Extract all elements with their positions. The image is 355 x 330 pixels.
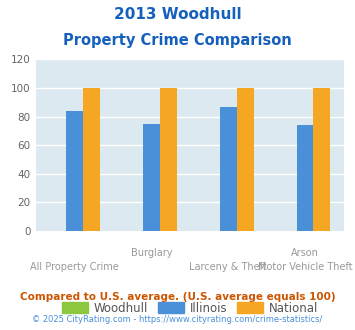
Text: Motor Vehicle Theft: Motor Vehicle Theft: [258, 262, 352, 272]
Legend: Woodhull, Illinois, National: Woodhull, Illinois, National: [57, 297, 323, 319]
Bar: [160, 88, 177, 231]
Text: Compared to U.S. average. (U.S. average equals 100): Compared to U.S. average. (U.S. average …: [20, 292, 335, 302]
Bar: [237, 88, 253, 231]
Bar: [296, 125, 313, 231]
Bar: [313, 88, 330, 231]
Bar: [143, 124, 160, 231]
Text: Arson: Arson: [291, 248, 319, 258]
Text: Burglary: Burglary: [131, 248, 172, 258]
Text: © 2025 CityRating.com - https://www.cityrating.com/crime-statistics/: © 2025 CityRating.com - https://www.city…: [32, 315, 323, 324]
Bar: [66, 111, 83, 231]
Text: Property Crime Comparison: Property Crime Comparison: [63, 33, 292, 48]
Bar: [83, 88, 100, 231]
Bar: [220, 107, 237, 231]
Text: 2013 Woodhull: 2013 Woodhull: [114, 7, 241, 21]
Text: Larceny & Theft: Larceny & Theft: [190, 262, 267, 272]
Text: All Property Crime: All Property Crime: [31, 262, 119, 272]
